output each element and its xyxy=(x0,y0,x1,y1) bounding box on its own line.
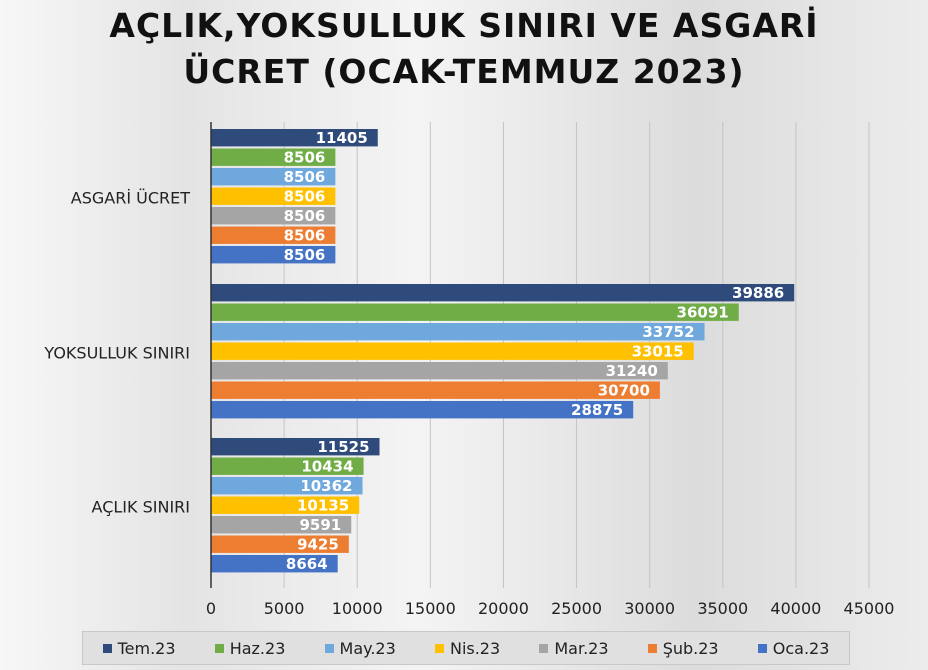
bar-2-0 xyxy=(211,438,380,456)
legend-swatch-5 xyxy=(647,643,657,653)
bar-1-3 xyxy=(211,342,694,360)
legend-label-4: Mar.23 xyxy=(554,638,609,658)
legend-item-1: Haz.23 xyxy=(214,638,286,658)
chart-title-line-2: ÜCRET (OCAK-TEMMUZ 2023) xyxy=(183,52,745,91)
data-label-2-6: 8664 xyxy=(286,555,328,573)
data-label-2-4: 9591 xyxy=(299,516,341,534)
bar-2-2 xyxy=(211,477,363,495)
data-label-0-3: 8506 xyxy=(284,188,326,206)
legend-label-6: Oca.23 xyxy=(772,638,830,658)
bar-2-5 xyxy=(211,535,349,553)
data-label-1-0: 39886 xyxy=(732,284,784,302)
bar-1-4 xyxy=(211,362,668,380)
bar-0-0 xyxy=(211,129,378,147)
bar-1-5 xyxy=(211,381,660,399)
legend-label-3: Nis.23 xyxy=(449,638,501,658)
legend-item-3: Nis.23 xyxy=(434,638,501,658)
bar-1-0 xyxy=(211,284,795,302)
bar-2-1 xyxy=(211,457,364,475)
data-label-0-1: 8506 xyxy=(284,149,326,167)
legend-swatch-0 xyxy=(102,643,112,653)
x-tick-label-3: 15000 xyxy=(405,599,456,618)
data-label-1-3: 33015 xyxy=(632,343,684,361)
bar-0-3 xyxy=(211,187,336,205)
legend-label-2: May.23 xyxy=(339,638,396,658)
legend-label-0: Tem.23 xyxy=(117,638,176,658)
data-label-2-2: 10362 xyxy=(300,477,352,495)
x-tick-label-4: 20000 xyxy=(478,599,529,618)
bar-2-3 xyxy=(211,496,360,514)
data-label-1-4: 31240 xyxy=(606,362,658,380)
legend-label-5: Şub.23 xyxy=(662,638,719,658)
legend-swatch-3 xyxy=(434,643,444,653)
bar-1-1 xyxy=(211,303,739,321)
legend-item-0: Tem.23 xyxy=(102,638,176,658)
x-tick-label-0: 0 xyxy=(206,599,216,618)
data-label-1-5: 30700 xyxy=(598,382,650,400)
bar-2-4 xyxy=(211,516,352,534)
chart-title-line-1: AÇLIK,YOKSULLUK SINIRI VE ASGARİ xyxy=(109,6,819,45)
legend-swatch-4 xyxy=(539,643,549,653)
legend-swatch-1 xyxy=(214,643,224,653)
x-tick-label-7: 35000 xyxy=(697,599,748,618)
category-label-1: YOKSULLUK SINIRI xyxy=(43,343,190,362)
data-label-2-1: 10434 xyxy=(301,458,353,476)
bar-0-5 xyxy=(211,226,336,244)
bar-2-6 xyxy=(211,555,338,573)
data-label-2-3: 10135 xyxy=(297,497,349,515)
bar-1-6 xyxy=(211,401,634,419)
x-tick-label-1: 5000 xyxy=(264,599,305,618)
legend-label-1: Haz.23 xyxy=(229,638,286,658)
data-label-0-5: 8506 xyxy=(284,227,326,245)
legend-item-2: May.23 xyxy=(324,638,396,658)
x-tick-label-8: 40000 xyxy=(770,599,821,618)
data-label-0-6: 8506 xyxy=(284,246,326,264)
data-label-0-4: 8506 xyxy=(284,207,326,225)
legend-item-5: Şub.23 xyxy=(647,638,719,658)
bar-0-6 xyxy=(211,246,336,264)
bar-1-2 xyxy=(211,323,705,341)
data-label-2-5: 9425 xyxy=(297,536,339,554)
data-label-0-0: 11405 xyxy=(316,129,368,147)
bar-0-2 xyxy=(211,168,336,186)
x-tick-label-5: 25000 xyxy=(551,599,602,618)
legend-item-4: Mar.23 xyxy=(539,638,609,658)
x-tick-label-6: 30000 xyxy=(624,599,675,618)
data-label-2-0: 11525 xyxy=(317,438,369,456)
legend-swatch-6 xyxy=(757,643,767,653)
legend-swatch-2 xyxy=(324,643,334,653)
category-label-0: ASGARİ ÜCRET xyxy=(71,188,190,207)
x-tick-label-9: 45000 xyxy=(844,599,895,618)
x-tick-label-2: 10000 xyxy=(332,599,383,618)
data-label-1-1: 36091 xyxy=(677,304,729,322)
bar-0-1 xyxy=(211,148,336,166)
legend-item-6: Oca.23 xyxy=(757,638,830,658)
bar-0-4 xyxy=(211,207,336,225)
data-label-1-2: 33752 xyxy=(642,323,694,341)
data-label-0-2: 8506 xyxy=(284,168,326,186)
data-label-1-6: 28875 xyxy=(571,401,623,419)
legend: Tem.23 Haz.23 May.23 Nis.23 Mar.23 Şub.23 Oca.… xyxy=(82,631,850,665)
category-label-2: AÇLIK SINIRI xyxy=(92,497,190,516)
